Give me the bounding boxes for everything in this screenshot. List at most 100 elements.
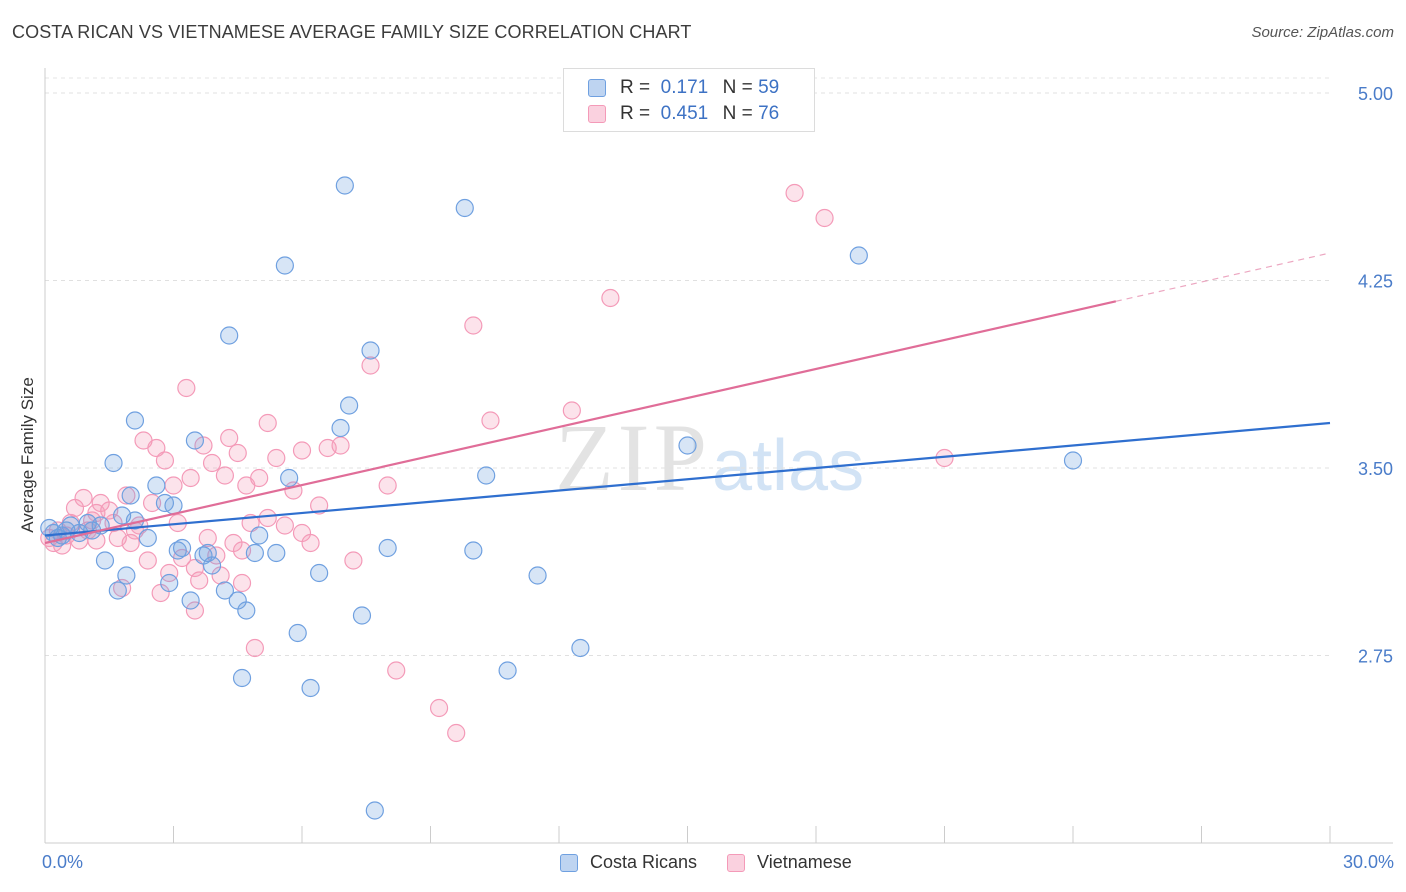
y-tick-label: 5.00 bbox=[1358, 84, 1393, 104]
series-vietnamese-points bbox=[40, 183, 954, 743]
point-vietnamese bbox=[447, 723, 466, 743]
point-vietnamese bbox=[155, 451, 175, 470]
point-costa-ricans bbox=[250, 526, 269, 545]
x-tick-label-max: 30.0% bbox=[1342, 852, 1394, 872]
watermark-zip: ZIP bbox=[555, 404, 711, 511]
point-vietnamese bbox=[228, 443, 247, 463]
point-costa-ricans bbox=[147, 476, 166, 495]
point-vietnamese bbox=[429, 698, 449, 718]
point-costa-ricans bbox=[202, 556, 222, 575]
point-vietnamese bbox=[815, 208, 834, 228]
series-costa-ricans-points bbox=[40, 176, 1083, 820]
gridlines bbox=[45, 77, 1330, 656]
point-costa-ricans bbox=[275, 256, 294, 275]
point-costa-ricans bbox=[215, 581, 234, 600]
point-vietnamese bbox=[215, 466, 234, 485]
point-costa-ricans bbox=[125, 411, 145, 430]
point-vietnamese bbox=[275, 516, 294, 535]
point-vietnamese bbox=[310, 496, 329, 515]
point-vietnamese bbox=[258, 508, 277, 528]
point-costa-ricans bbox=[477, 466, 496, 485]
point-costa-ricans bbox=[138, 528, 157, 548]
point-vietnamese bbox=[267, 448, 286, 468]
point-costa-ricans bbox=[365, 801, 384, 820]
point-vietnamese bbox=[142, 493, 162, 513]
point-costa-ricans bbox=[361, 341, 380, 360]
trendline-vietnamese bbox=[44, 300, 1117, 545]
point-costa-ricans bbox=[245, 543, 264, 563]
point-vietnamese bbox=[344, 551, 363, 570]
point-vietnamese bbox=[232, 573, 252, 593]
point-vietnamese bbox=[74, 488, 93, 508]
legend-swatch-vietnamese bbox=[588, 105, 606, 123]
point-costa-ricans bbox=[352, 606, 372, 625]
point-vietnamese bbox=[147, 438, 166, 458]
legend-r-label: R = bbox=[620, 77, 651, 98]
point-vietnamese bbox=[181, 468, 200, 488]
point-costa-ricans bbox=[340, 396, 359, 415]
source-label: Source: ZipAtlas.com bbox=[1251, 24, 1394, 41]
point-costa-ricans bbox=[288, 623, 307, 643]
point-costa-ricans bbox=[678, 436, 697, 455]
point-vietnamese bbox=[292, 441, 312, 460]
point-costa-ricans bbox=[164, 496, 183, 515]
trendline-costa-ricans bbox=[44, 421, 1331, 537]
point-costa-ricans bbox=[237, 601, 256, 620]
legend-swatch-costa-ricans bbox=[560, 853, 578, 872]
point-vietnamese bbox=[378, 476, 397, 495]
point-costa-ricans bbox=[267, 543, 286, 563]
legend-r-value: 0.451 bbox=[660, 103, 709, 124]
point-vietnamese bbox=[387, 661, 406, 680]
point-vietnamese bbox=[292, 523, 312, 543]
legend-item-vietnamese[interactable]: Vietnamese bbox=[727, 852, 852, 873]
point-costa-ricans bbox=[1063, 451, 1083, 470]
point-costa-ricans bbox=[498, 661, 517, 680]
legend-n-label: N = bbox=[722, 77, 753, 98]
point-vietnamese bbox=[160, 563, 179, 583]
legend-n-label: N = bbox=[722, 103, 753, 124]
point-costa-ricans bbox=[172, 538, 192, 558]
point-vietnamese bbox=[202, 453, 222, 473]
point-costa-ricans bbox=[95, 551, 115, 570]
legend-n-value: 76 bbox=[758, 103, 780, 124]
point-costa-ricans bbox=[464, 541, 483, 560]
point-vietnamese bbox=[361, 356, 380, 375]
point-costa-ricans bbox=[849, 246, 868, 265]
point-costa-ricans bbox=[301, 678, 320, 698]
correlation-legend: R = 0.171 N = 59 R = 0.451 N = 76 bbox=[563, 68, 815, 132]
point-vietnamese bbox=[198, 528, 217, 548]
point-costa-ricans bbox=[104, 453, 123, 473]
point-vietnamese bbox=[481, 411, 500, 430]
point-costa-ricans bbox=[185, 431, 205, 450]
legend-swatch-costa-ricans bbox=[588, 79, 606, 97]
y-tick-label: 4.25 bbox=[1358, 272, 1393, 292]
y-tick-label: 3.50 bbox=[1358, 459, 1393, 479]
legend-r-label: R = bbox=[620, 103, 651, 124]
point-costa-ricans bbox=[571, 638, 590, 658]
point-costa-ricans bbox=[335, 176, 354, 195]
chart-title: COSTA RICAN VS VIETNAMESE AVERAGE FAMILY… bbox=[12, 22, 692, 42]
point-costa-ricans bbox=[528, 566, 547, 585]
point-vietnamese bbox=[250, 468, 269, 488]
trendline-vietnamese-extension bbox=[1115, 252, 1331, 302]
point-vietnamese bbox=[194, 436, 213, 455]
legend-swatch-vietnamese bbox=[727, 853, 746, 872]
trend-lines bbox=[44, 252, 1331, 545]
point-costa-ricans bbox=[455, 198, 474, 218]
point-costa-ricans bbox=[232, 668, 252, 688]
legend-item-costa-ricans[interactable]: Costa Ricans bbox=[560, 852, 697, 873]
point-vietnamese bbox=[177, 378, 196, 398]
point-vietnamese bbox=[464, 316, 483, 335]
point-vietnamese bbox=[185, 601, 205, 620]
point-vietnamese bbox=[138, 551, 157, 570]
point-costa-ricans bbox=[181, 591, 200, 610]
point-costa-ricans bbox=[280, 468, 299, 488]
point-costa-ricans bbox=[220, 326, 239, 345]
series-legend: Costa Ricans Vietnamese bbox=[560, 852, 882, 873]
legend-r-value: 0.171 bbox=[660, 77, 709, 98]
legend-row-costa-ricans: R = 0.171 N = 59 bbox=[588, 77, 779, 99]
legend-label-vietnamese: Vietnamese bbox=[757, 852, 852, 872]
point-vietnamese bbox=[164, 476, 183, 495]
point-vietnamese bbox=[117, 486, 136, 505]
